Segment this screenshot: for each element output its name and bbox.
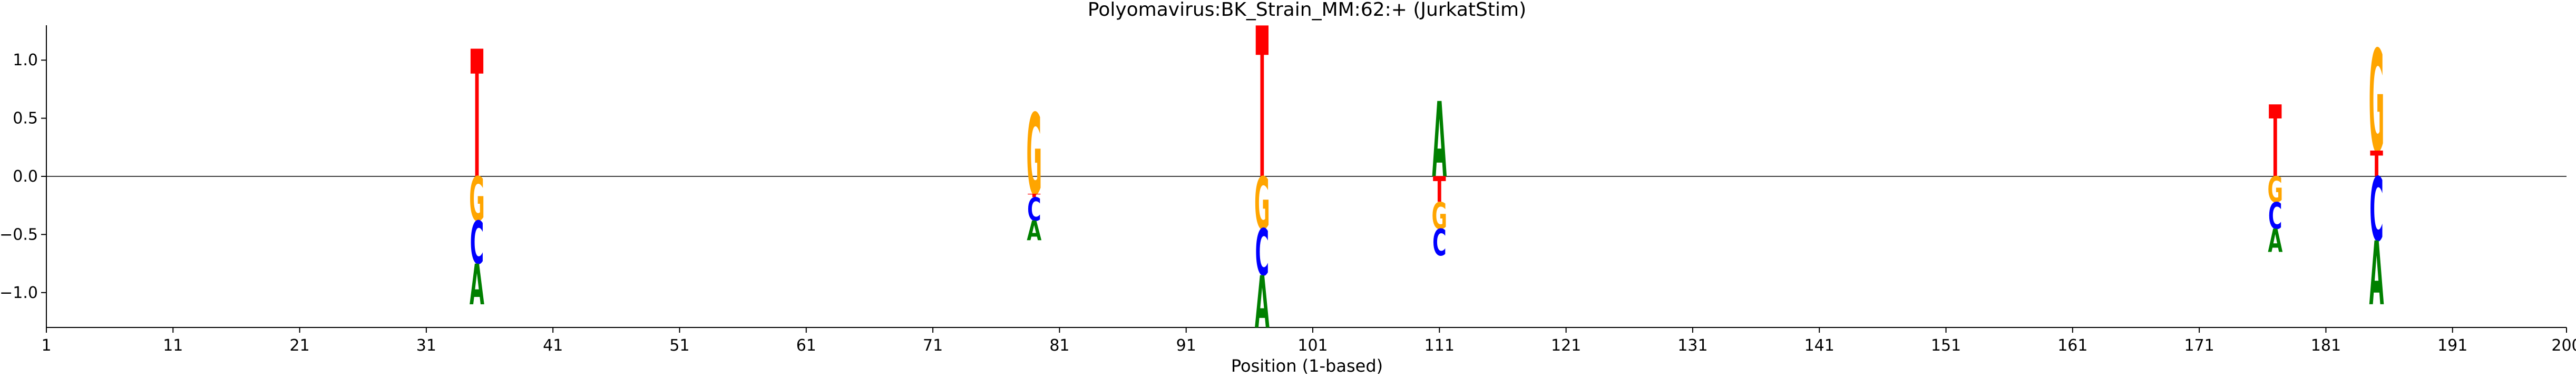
chart-title: Polyomavirus:BK_Strain_MM:62:+ (JurkatSt… (1088, 0, 1526, 21)
y-tick-label: 1.0 (13, 51, 38, 69)
logo-letter-T: T (2269, 85, 2282, 200)
plot-area: −1.0−0.50.00.51.01 11 21 31 41 51 61 71 81 91 101 1… (0, 0, 2576, 355)
logo-letter-A: A (470, 253, 484, 317)
x-tick-label: 191 (2437, 336, 2467, 355)
x-tick-label: 91 (1176, 336, 1196, 355)
x-tick-label: 1 (41, 336, 51, 355)
x-tick-label: 111 (1424, 336, 1455, 355)
logo-letter-T: T (1028, 193, 1041, 198)
logo-letter-A: A (2369, 223, 2384, 325)
y-tick-label: −1.0 (0, 284, 38, 302)
x-tick-label: 101 (1297, 336, 1328, 355)
logo-letter-T: T (1256, 0, 1269, 225)
logo-letter-A: A (1027, 216, 1041, 247)
logo-letter-G: G (1027, 91, 1042, 221)
y-tick-label: 0.0 (13, 167, 38, 186)
x-tick-label: 51 (669, 336, 689, 355)
logo-letter-C: C (2369, 160, 2384, 261)
x-tick-label: 131 (1677, 336, 1707, 355)
logo-letter-C: C (1255, 217, 1269, 291)
logo-letter-T: T (1433, 169, 1446, 210)
x-tick-label: 181 (2311, 336, 2341, 355)
x-axis-label: Position (1-based) (1231, 356, 1383, 376)
logo-letter-G: G (469, 165, 485, 236)
x-tick-label: 61 (796, 336, 816, 355)
x-tick-label: 41 (543, 336, 563, 355)
logo-letter-G: G (2267, 169, 2283, 210)
logo-letter-A: A (1255, 262, 1270, 345)
x-tick-label: 141 (1804, 336, 1835, 355)
x-tick-label: 71 (923, 336, 943, 355)
x-tick-label: 151 (1931, 336, 1961, 355)
x-tick-label: 11 (163, 336, 183, 355)
x-tick-label: 161 (2057, 336, 2087, 355)
logo-letter-C: C (470, 209, 484, 278)
logo-letter-C: C (1432, 222, 1447, 264)
logo-letter-T: T (471, 14, 484, 218)
x-tick-label: 21 (290, 336, 310, 355)
x-tick-label: 31 (416, 336, 436, 355)
logo-letter-C: C (1027, 191, 1041, 228)
x-tick-label: 81 (1049, 336, 1069, 355)
logo-letter-G: G (2369, 21, 2385, 184)
logo-letter-A: A (1432, 81, 1447, 201)
y-tick-label: −0.5 (0, 225, 38, 244)
logo-letter-C: C (2268, 196, 2282, 238)
logo-letter-T: T (2370, 144, 2383, 185)
logo-letter-G: G (1431, 196, 1447, 238)
logo-letter-G: G (1254, 163, 1270, 246)
y-tick-label: 0.5 (13, 110, 38, 128)
x-tick-label: 200 (2551, 336, 2576, 355)
x-tick-label: 171 (2184, 336, 2214, 355)
logo-letter-A: A (2268, 223, 2282, 260)
x-tick-label: 121 (1551, 336, 1581, 355)
